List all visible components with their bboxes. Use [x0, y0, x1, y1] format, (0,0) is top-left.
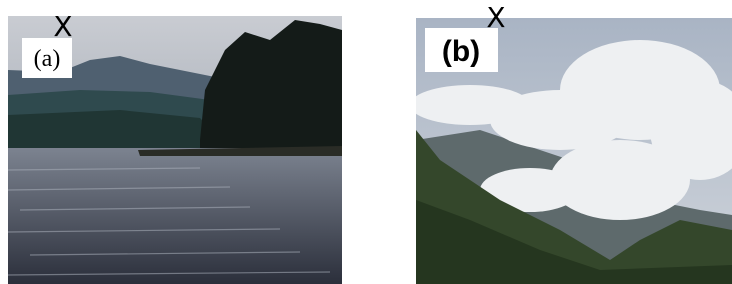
panel-label: (a)	[34, 46, 61, 72]
panel-label: (b)	[442, 35, 480, 68]
figure: (a) X (b) X	[0, 0, 732, 284]
page: (a) X (b) X (() => { const data = JSON.p…	[0, 0, 732, 284]
marker: X	[486, 1, 505, 34]
marker: X	[53, 10, 72, 43]
